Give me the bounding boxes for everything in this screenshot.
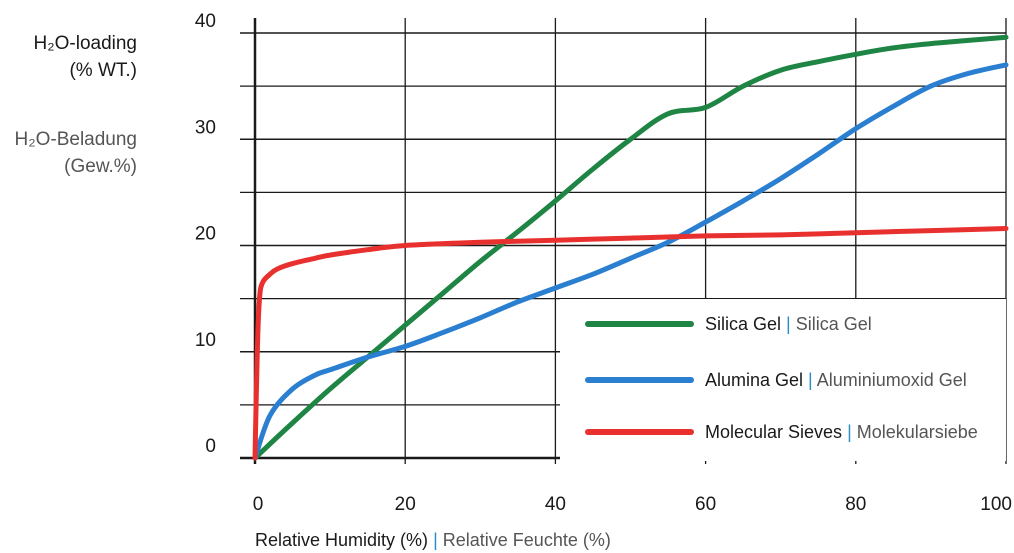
legend-label-de: Aluminiumoxid Gel (817, 370, 967, 390)
x-axis-label-separator: | (433, 530, 438, 550)
y-axis-label-german: H₂O-Beladung (Gew.%) (15, 126, 138, 180)
series-line-alumina-gel (252, 62, 1009, 461)
legend-label-en: Alumina Gel (705, 370, 808, 390)
y-axis-label-en-line2: (% WT.) (69, 60, 137, 81)
y-axis-label-de-line2: (Gew.%) (64, 156, 137, 177)
y-tick-label: 30 (195, 117, 216, 138)
y-tick-label: 40 (195, 11, 216, 32)
y-tick-label: 10 (195, 330, 216, 351)
series-line-molecular-sieves (252, 226, 1009, 461)
y-axis-label-en-line1: H₂O-loading (33, 33, 137, 54)
y-axis-label-de-line1: H₂O-Beladung (14, 129, 138, 150)
legend-label-molecular-sieves: Molecular Sieves | Molekularsiebe (705, 422, 978, 442)
legend-label-de: Silica Gel (796, 314, 872, 334)
series-line-silica-gel (252, 34, 1009, 461)
legend-label-silica-gel: Silica Gel | Silica Gel (705, 314, 872, 334)
x-tick-label: 0 (253, 494, 264, 515)
x-tick-label: 20 (395, 494, 416, 515)
y-tick-label: 20 (195, 224, 216, 245)
x-axis-label-de: Relative Feuchte (%) (442, 530, 611, 550)
x-axis-label-en: Relative Humidity (%) (255, 530, 429, 550)
legend-label-en: Molecular Sieves (705, 422, 847, 442)
x-tick-label: 40 (545, 494, 566, 515)
x-axis-label: Relative Humidity (%) | Relative Feuchte… (255, 530, 611, 551)
y-tick-label: 0 (205, 436, 216, 457)
x-tick-label: 60 (695, 494, 716, 515)
y-axis-label-english: H₂O-loading (% WT.) (34, 30, 137, 84)
legend-label-en: Silica Gel (705, 314, 786, 334)
legend-separator: | (808, 370, 817, 390)
legend-label-alumina-gel: Alumina Gel | Aluminiumoxid Gel (705, 370, 967, 390)
legend-separator: | (847, 422, 857, 442)
legend-separator: | (786, 314, 796, 334)
x-tick-label: 80 (845, 494, 866, 515)
x-tick-label: 100 (980, 494, 1012, 515)
legend-label-de: Molekularsiebe (857, 422, 978, 442)
